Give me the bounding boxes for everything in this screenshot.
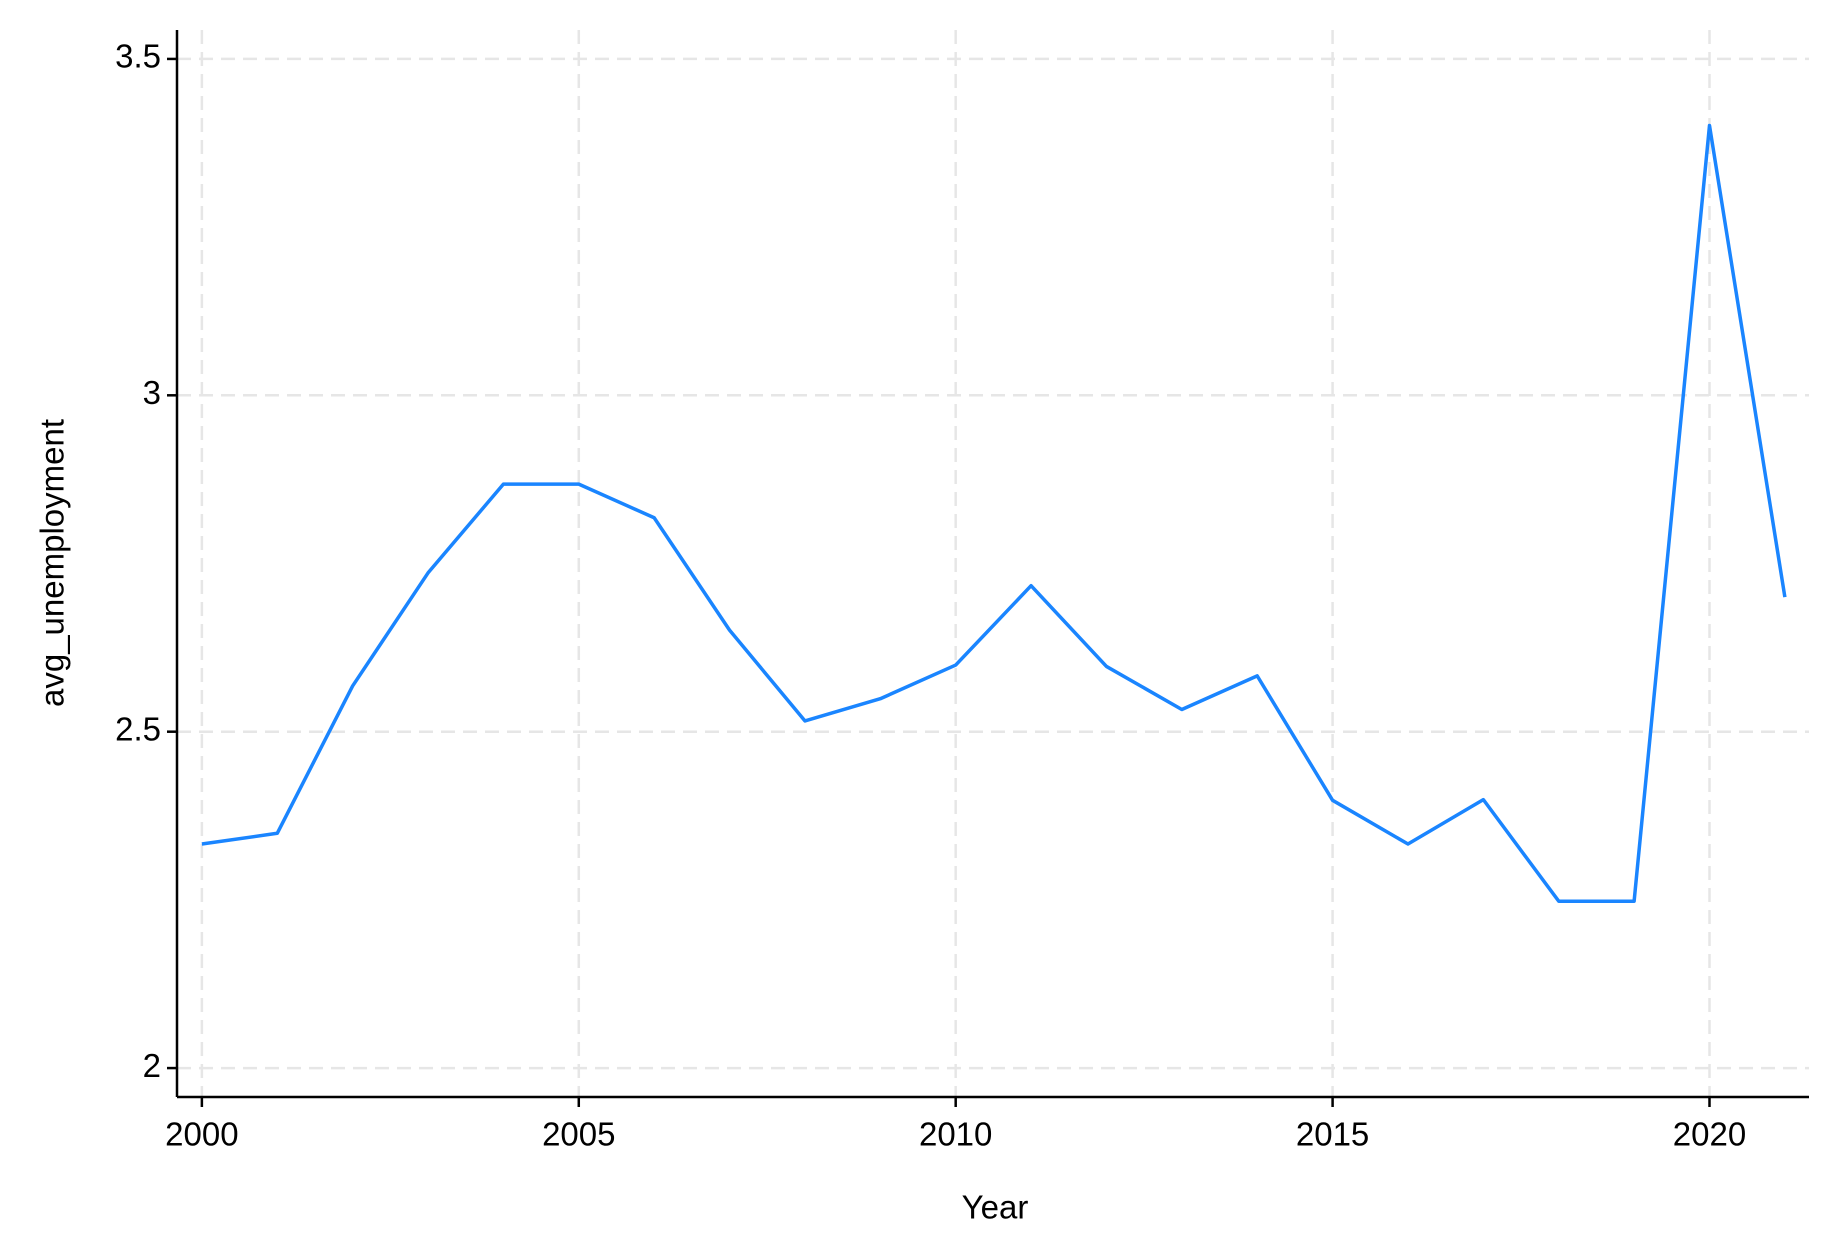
x-tick-label: 2000: [165, 1116, 238, 1153]
x-tick-label: 2020: [1673, 1116, 1746, 1153]
x-tick-label: 2015: [1296, 1116, 1369, 1153]
x-tick-label: 2005: [542, 1116, 615, 1153]
x-axis-label: Year: [962, 1189, 1029, 1226]
y-tick-label: 2.5: [115, 710, 161, 747]
y-tick-label: 3.5: [115, 38, 161, 75]
y-tick-label: 3: [143, 374, 161, 411]
data-line: [201, 123, 1787, 903]
x-tick-label: 2010: [919, 1116, 992, 1153]
y-tick-label: 2: [143, 1047, 161, 1084]
y-axis-label: avg_unemployment: [34, 419, 71, 707]
